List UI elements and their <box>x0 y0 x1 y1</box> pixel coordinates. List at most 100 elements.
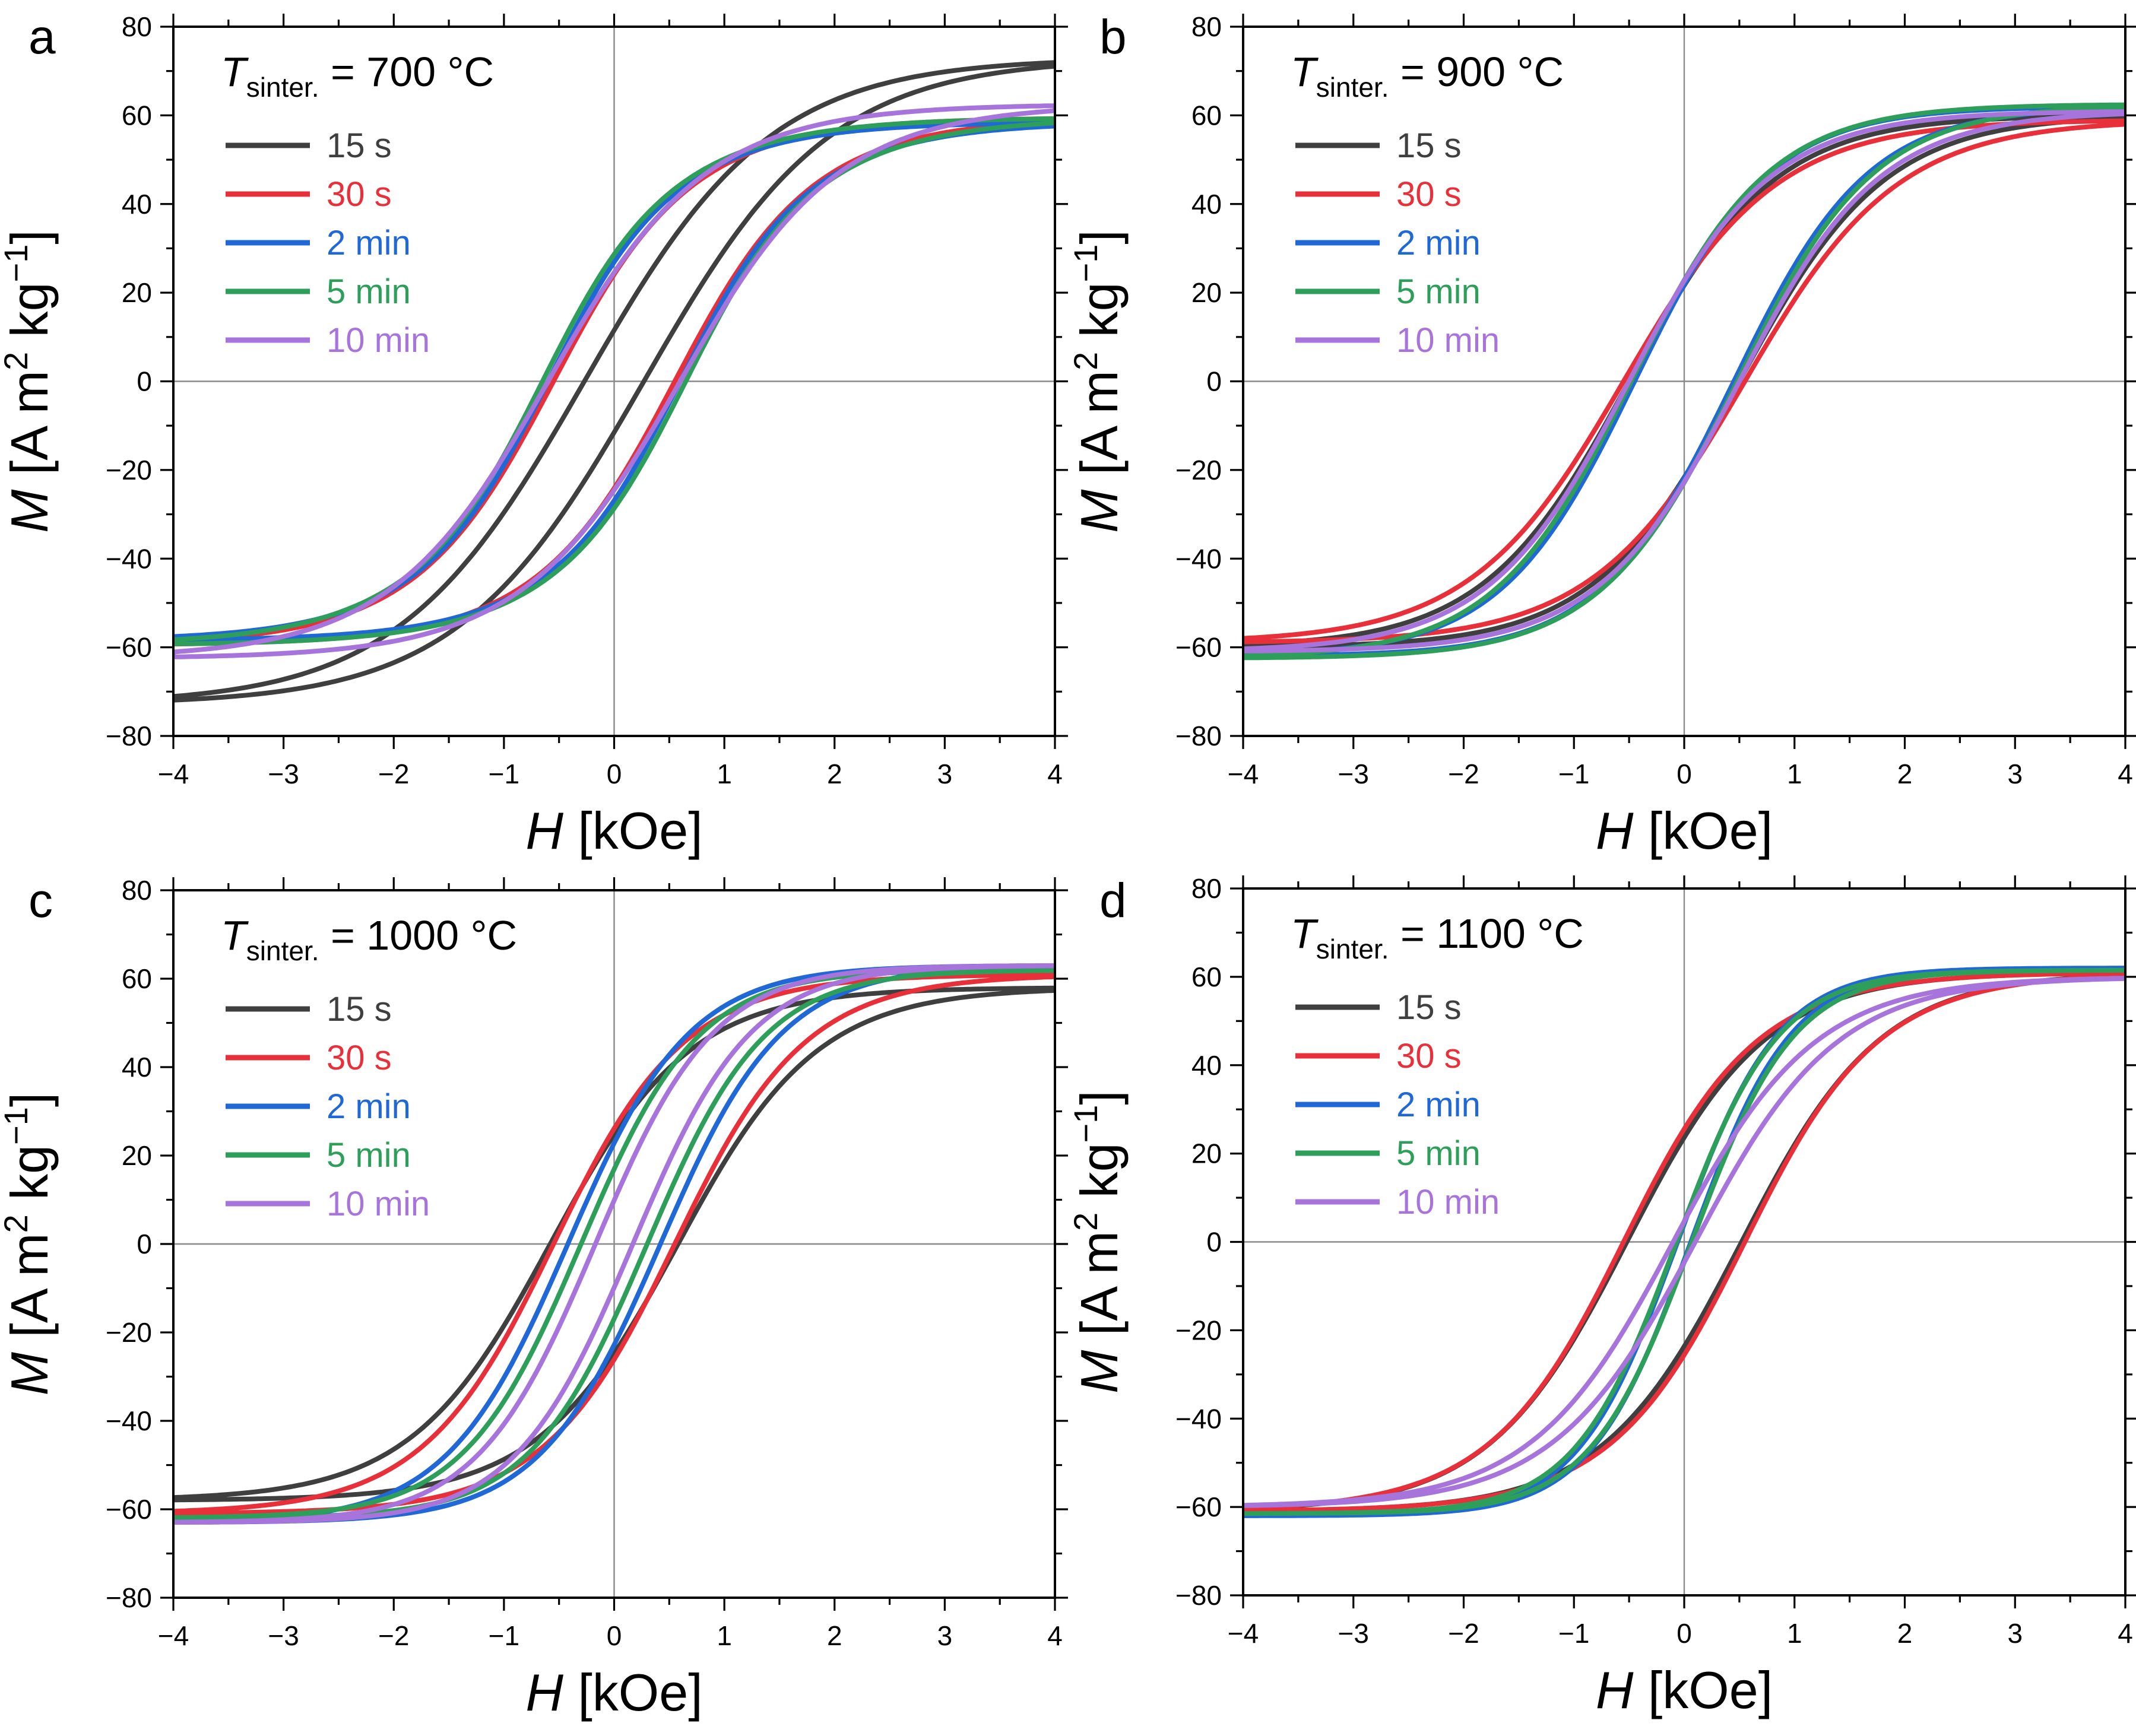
ylabel-symbol: M <box>0 489 59 533</box>
x-tick-label: −2 <box>1448 758 1479 789</box>
legend-label: 2 min <box>1396 224 1481 262</box>
legend-label: 10 min <box>1396 321 1500 360</box>
ylabel-close: ] <box>0 230 59 244</box>
x-tick-label: −1 <box>489 1620 519 1651</box>
curve-5-min <box>1243 102 2125 661</box>
y-tick-label: 80 <box>1191 11 1222 42</box>
x-tick-label: 3 <box>2007 1618 2023 1649</box>
xlabel-unit: [kOe] <box>563 1663 703 1722</box>
annotation-value: = 1100 °C <box>1389 910 1584 957</box>
panel-letter: d <box>1099 874 1127 928</box>
plot-frame <box>172 889 1056 1599</box>
annotation-subscript: sinter. <box>246 935 319 966</box>
x-tick-label: 1 <box>717 1620 732 1651</box>
ylabel-unit: [A m <box>1070 370 1129 490</box>
legend-label: 30 s <box>327 1039 392 1077</box>
x-tick-label: 0 <box>607 1620 622 1651</box>
ylabel-unit-2: kg <box>0 282 59 351</box>
y-tick-label: −20 <box>1175 1315 1222 1345</box>
x-tick-label: −2 <box>378 1620 409 1651</box>
curve-5-min <box>173 967 1055 1521</box>
y-axis-title: M [A m2 kg−1] <box>1067 1090 1129 1394</box>
xlabel-unit: [kOe] <box>563 801 703 860</box>
curve-30-s <box>1243 118 2125 645</box>
y-tick-label: −20 <box>106 455 152 485</box>
ylabel-superscript-2: −1 <box>1067 1105 1104 1143</box>
annotation-symbol: T <box>221 49 249 95</box>
x-tick-label: 4 <box>1047 758 1063 789</box>
x-tick-label: 4 <box>1047 1620 1063 1651</box>
ylabel-unit: [A m <box>1070 1231 1129 1350</box>
y-tick-label: 40 <box>122 1052 152 1083</box>
ylabel-symbol: M <box>1070 1350 1129 1394</box>
ylabel-superscript-2: −1 <box>0 245 34 283</box>
ylabel-superscript-2: −1 <box>0 1107 34 1145</box>
y-tick-label: 60 <box>1191 961 1222 992</box>
ylabel-symbol: M <box>0 1351 59 1395</box>
y-axis-title: M [A m2 kg−1] <box>0 1093 59 1396</box>
sinter-temperature-annotation: Tsinter. = 900 °C <box>1291 49 1564 103</box>
x-tick-label: −2 <box>378 758 409 789</box>
xlabel-symbol: H <box>1596 1661 1634 1719</box>
ylabel-superscript-1: 2 <box>0 352 34 370</box>
legend-label: 2 min <box>327 224 411 262</box>
y-tick-label: 20 <box>1191 1138 1222 1169</box>
y-tick-label: −40 <box>1175 1403 1222 1434</box>
legend-label: 15 s <box>1396 126 1462 165</box>
legend-label: 15 s <box>327 126 392 165</box>
legend-label: 5 min <box>327 1136 411 1175</box>
y-tick-label: −20 <box>1175 455 1222 485</box>
x-tick-label: −3 <box>1338 758 1369 789</box>
y-tick-label: 60 <box>122 963 152 994</box>
panel-letter: b <box>1099 10 1127 64</box>
x-axis-title: H [kOe] <box>1596 801 1773 860</box>
sinter-temperature-annotation: Tsinter. = 1000 °C <box>221 912 517 966</box>
y-tick-label: −20 <box>106 1317 152 1348</box>
x-tick-label: 0 <box>607 758 622 789</box>
ylabel-close: ] <box>1070 1090 1129 1105</box>
annotation-value: = 900 °C <box>1389 49 1564 95</box>
xlabel-symbol: H <box>525 1663 563 1722</box>
x-tick-label: 2 <box>1897 758 1913 789</box>
plot-frame <box>1242 887 2127 1597</box>
curve-10-min <box>1243 109 2125 653</box>
annotation-value: = 1000 °C <box>319 912 518 959</box>
y-tick-label: 80 <box>122 11 152 42</box>
legend-label: 30 s <box>1396 1037 1462 1075</box>
curve-10-min <box>1243 976 2125 1508</box>
sinter-temperature-annotation: Tsinter. = 1100 °C <box>1291 910 1584 964</box>
x-tick-label: 2 <box>1897 1618 1913 1649</box>
ylabel-superscript-1: 2 <box>1067 352 1104 370</box>
annotation-symbol: T <box>1291 49 1319 95</box>
y-tick-label: −80 <box>106 721 152 751</box>
ylabel-unit-2: kg <box>1070 282 1129 351</box>
legend-label: 5 min <box>327 272 411 311</box>
x-tick-label: −4 <box>1228 758 1259 789</box>
x-tick-label: −1 <box>1558 1618 1589 1649</box>
x-tick-label: −3 <box>268 758 299 789</box>
ylabel-unit: [A m <box>0 370 59 490</box>
x-axis-title: H [kOe] <box>1596 1661 1773 1719</box>
legend-label: 15 s <box>327 990 392 1029</box>
ylabel-unit-2: kg <box>0 1145 59 1214</box>
legend-label: 10 min <box>327 321 430 360</box>
x-tick-label: −1 <box>489 758 519 789</box>
y-tick-label: −80 <box>106 1582 152 1613</box>
curves <box>173 963 1055 1525</box>
y-tick-label: −40 <box>106 1405 152 1436</box>
y-tick-label: 80 <box>122 875 152 906</box>
x-tick-label: 1 <box>717 758 732 789</box>
y-tick-label: 40 <box>1191 1050 1222 1081</box>
annotation-symbol: T <box>221 912 249 959</box>
y-tick-label: 0 <box>137 1229 152 1259</box>
sinter-temperature-annotation: Tsinter. = 700 °C <box>221 49 494 103</box>
y-tick-label: 20 <box>1191 277 1222 308</box>
y-tick-label: 80 <box>1191 873 1222 904</box>
x-tick-label: −2 <box>1448 1618 1479 1649</box>
panel-d: −4 −3 −2 −1 0 1 2 3 4 −80 −60 −40 −20 0 20 40 60 80 d Tsint… <box>1067 873 2136 1719</box>
x-tick-label: 1 <box>1787 1618 1802 1649</box>
curve-2-min <box>173 963 1055 1525</box>
x-tick-label: 2 <box>827 758 842 789</box>
annotation-value: = 700 °C <box>319 49 495 95</box>
panel-b: −4 −3 −2 −1 0 1 2 3 4 −80 −60 −40 −20 0 20 40 60 80 b Tsint… <box>1067 10 2136 860</box>
